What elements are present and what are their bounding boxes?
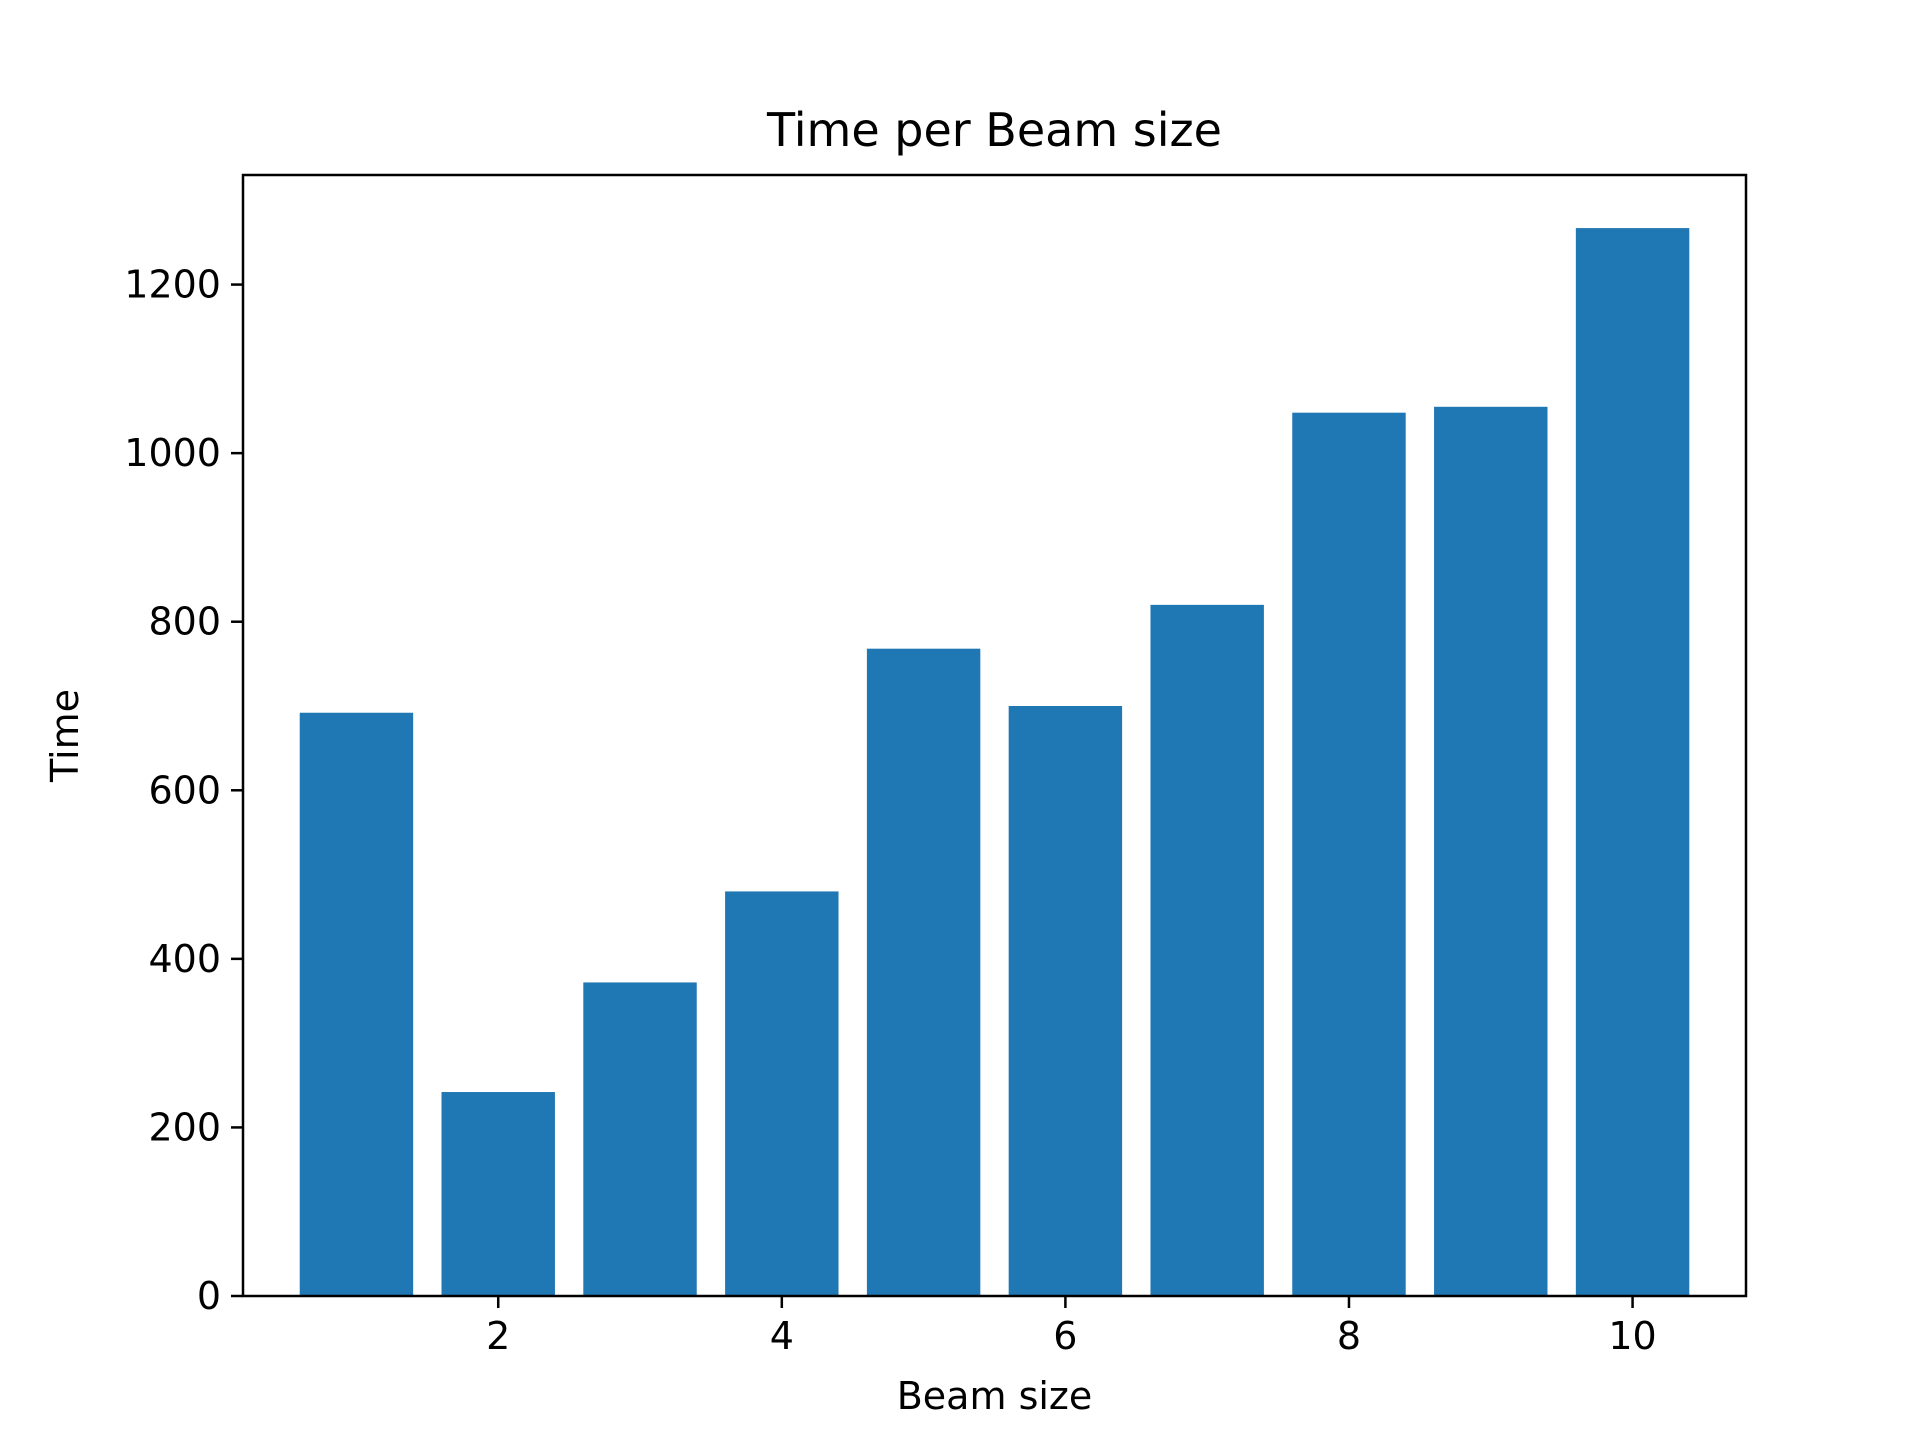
y-tick-label: 0 xyxy=(197,1274,221,1318)
x-tick-label: 10 xyxy=(1608,1314,1656,1358)
plot-frame xyxy=(241,173,1748,1298)
x-tick-label: 8 xyxy=(1337,1314,1361,1358)
y-tick-label: 800 xyxy=(148,600,221,644)
x-axis: 2 4 6 8 10 xyxy=(486,1296,1657,1358)
y-tick-label: 600 xyxy=(148,768,221,812)
bar-beam-3 xyxy=(583,982,697,1296)
x-tick-label: 2 xyxy=(486,1314,510,1358)
bar-beam-7 xyxy=(1150,604,1264,1296)
y-tick-label: 1200 xyxy=(124,263,221,307)
bar-beam-5 xyxy=(866,648,981,1296)
bar-beam-10 xyxy=(1575,228,1690,1297)
chart-title: Time per Beam size xyxy=(766,103,1222,157)
y-tick-label: 1000 xyxy=(124,431,221,475)
bars-layer xyxy=(299,228,1690,1297)
bar-beam-4 xyxy=(725,891,839,1296)
y-tick-label: 400 xyxy=(148,937,221,981)
bar-beam-1 xyxy=(299,712,414,1296)
x-tick-label: 4 xyxy=(770,1314,794,1358)
y-tick-label: 200 xyxy=(148,1105,221,1149)
bar-beam-8 xyxy=(1292,412,1406,1297)
x-axis-label: Beam size xyxy=(897,1374,1093,1418)
x-tick-label: 6 xyxy=(1053,1314,1077,1358)
bar-beam-2 xyxy=(441,1092,555,1296)
y-axis-label: Time xyxy=(43,689,87,783)
bar-beam-9 xyxy=(1434,406,1548,1296)
y-axis: 0 200 400 600 800 1000 1200 xyxy=(124,263,243,1318)
bar-beam-6 xyxy=(1008,706,1123,1296)
